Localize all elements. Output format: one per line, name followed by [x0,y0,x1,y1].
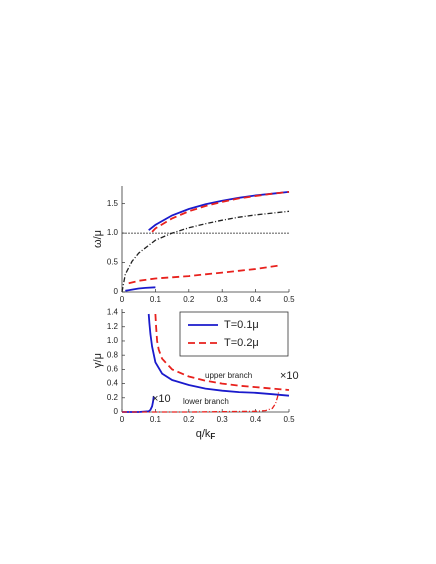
annotation: lower branch [183,397,229,406]
y-tick-label: 0.2 [107,393,119,402]
y-tick-label: 1.2 [107,322,119,331]
annotation: ×10 [152,393,171,405]
x-tick-label: 0.2 [183,415,195,424]
y-tick-label: 0.8 [107,350,119,359]
data-line [121,210,290,293]
x-tick-label: 0.4 [250,295,262,304]
x-tick-label: 0 [120,415,125,424]
x-tick-label: 0.3 [217,295,229,304]
x-axis-label: q/kF [196,428,216,441]
data-line [125,286,156,292]
y-axis-label: γ/μ [92,353,104,368]
y-axis-label: ω/μ [92,230,104,248]
y-tick-label: 1.0 [107,336,119,345]
x-tick-label: 0.1 [150,295,162,304]
data-line [128,264,280,285]
x-axis-label-main: q/k [196,428,211,440]
x-tick-label: 0.4 [250,415,262,424]
x-tick-label: 0.2 [183,295,195,304]
y-tick-label: 1.0 [107,228,119,237]
y-tick-label: 0.6 [107,364,119,373]
y-tick-label: 1.5 [107,199,119,208]
y-tick-label: 1.4 [107,308,119,317]
x-axis-label-sub: F [210,432,215,441]
x-tick-label: 0.5 [283,415,295,424]
x-tick-label: 0.1 [150,415,162,424]
annotation: upper branch [205,371,252,380]
y-tick-label: 0.5 [107,258,119,267]
x-tick-label: 0 [120,295,125,304]
x-tick-label: 0.5 [283,295,295,304]
y-tick-label: 0.4 [107,379,119,388]
data-line [122,396,155,413]
data-line [122,390,280,413]
data-line [151,191,290,233]
data-line [148,191,290,231]
y-tick-label: 0 [114,407,119,416]
annotation: ×10 [280,370,299,382]
data-line [147,313,290,397]
y-tick-label: 0 [114,287,119,296]
data-line [154,313,290,391]
legend-label: T=0.2μ [224,337,259,349]
legend-box [179,311,289,357]
legend-label: T=0.1μ [224,319,259,331]
x-tick-label: 0.3 [217,415,229,424]
